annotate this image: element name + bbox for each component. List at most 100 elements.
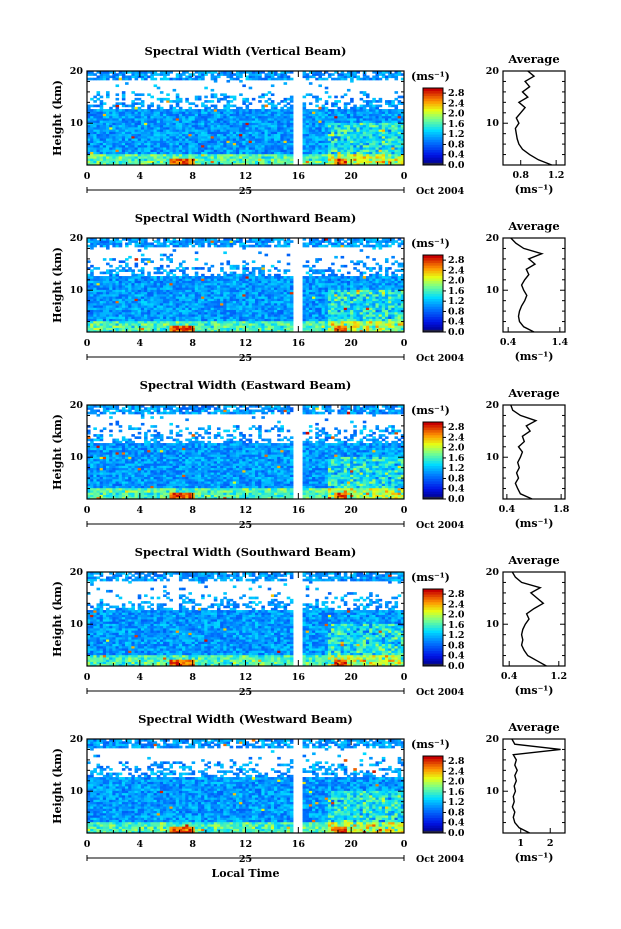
heatmap-cell <box>134 133 139 137</box>
heatmap-cell <box>153 84 158 88</box>
heatmap-cell <box>175 240 180 243</box>
heatmap-cell <box>245 111 250 114</box>
heatmap-cell <box>321 120 326 123</box>
heatmap-cell <box>223 158 227 161</box>
profile-title: Average <box>507 52 559 66</box>
heatmap-cell <box>194 118 199 121</box>
heatmap-cell <box>359 138 364 141</box>
heatmap-cell <box>87 323 91 326</box>
heatmap-cell <box>261 131 265 135</box>
heatmap-cell <box>213 147 218 150</box>
heatmap-cell <box>375 124 380 128</box>
heatmap-cell <box>87 135 91 139</box>
heatmap-cell <box>87 160 91 164</box>
heatmap-cell <box>102 109 107 112</box>
colorbar-swatch <box>423 141 443 145</box>
heatmap-cell <box>239 111 243 114</box>
heatmap-cell <box>258 156 262 159</box>
heatmap-cell <box>115 271 120 275</box>
heatmap-cell <box>172 138 177 141</box>
heatmap-cell <box>210 133 215 137</box>
heatmap-cell <box>232 156 237 159</box>
heatmap-cell <box>156 160 161 164</box>
heatmap-cell <box>159 271 164 275</box>
heatmap-cell <box>87 296 91 299</box>
heatmap-cell <box>337 100 341 103</box>
heatmap-cell <box>362 124 367 128</box>
heatmap-cell <box>147 115 151 119</box>
heatmap-cell <box>223 156 227 159</box>
heatmap-cell <box>163 131 167 135</box>
heatmap-cell <box>356 158 361 161</box>
heatmap-cell <box>337 149 341 152</box>
heatmap-cell <box>197 113 202 117</box>
heatmap-cell <box>147 142 151 146</box>
heatmap-cell <box>216 97 221 101</box>
heatmap-cell <box>248 149 253 152</box>
heatmap-cell <box>283 144 288 148</box>
heatmap-cell <box>169 100 173 103</box>
heatmap-cell <box>121 113 126 117</box>
heatmap-cell <box>381 71 386 74</box>
heatmap-cell <box>216 158 221 161</box>
heatmap-cell <box>397 149 402 152</box>
heatmap-cell <box>308 113 313 117</box>
heatmap-cell <box>185 109 189 112</box>
heatmap-cell <box>302 118 307 121</box>
heatmap-cell <box>220 126 224 130</box>
heatmap-cell <box>106 162 110 166</box>
heatmap-cell <box>112 156 116 159</box>
heatmap-cell <box>381 75 386 79</box>
heatmap-cell <box>93 131 97 135</box>
heatmap-cell <box>369 77 373 81</box>
heatmap-cell <box>213 111 218 114</box>
heatmap-cell <box>150 276 154 279</box>
heatmap-cell <box>334 71 338 74</box>
heatmap-cell <box>87 293 91 297</box>
heatmap-cell <box>102 276 107 279</box>
heatmap-cell <box>381 147 386 150</box>
heatmap-cell <box>327 118 332 121</box>
heatmap-cell <box>175 124 180 128</box>
heatmap-cell <box>267 75 272 79</box>
heatmap-cell <box>169 147 173 150</box>
heatmap-cell <box>118 138 123 141</box>
heatmap-cell <box>207 126 212 130</box>
heatmap-cell <box>121 120 126 123</box>
heatmap-cell <box>286 120 291 123</box>
heatmap-cell <box>305 129 310 132</box>
heatmap-cell <box>106 77 110 81</box>
heatmap-cell <box>226 79 231 83</box>
heatmap-cell <box>93 267 97 270</box>
heatmap-cell <box>144 153 148 157</box>
heatmap-cell <box>308 118 313 121</box>
heatmap-cell <box>169 106 173 110</box>
heatmap-cell <box>251 131 256 135</box>
heatmap-cell <box>261 160 265 164</box>
heatmap-cell <box>131 109 135 112</box>
heatmap-cell <box>128 156 132 159</box>
heatmap-cell <box>397 129 402 132</box>
heatmap-cell <box>235 273 240 277</box>
heatmap-cell <box>210 122 215 126</box>
heatmap-cell <box>169 126 173 130</box>
heatmap-cell <box>204 113 208 117</box>
heatmap-cell <box>109 142 113 146</box>
heatmap-cell <box>194 115 199 119</box>
heatmap-cell <box>302 124 307 128</box>
heatmap-cell <box>321 115 326 119</box>
heatmap-cell <box>289 106 294 110</box>
heatmap-cell <box>365 93 370 97</box>
heatmap-cell <box>359 162 364 166</box>
heatmap-cell <box>204 109 208 112</box>
heatmap-cell <box>235 149 240 152</box>
heatmap-cell <box>229 122 234 126</box>
heatmap-cell <box>134 118 139 121</box>
heatmap-cell <box>337 124 341 128</box>
heatmap-cell <box>267 120 272 123</box>
heatmap-cell <box>140 133 145 137</box>
heatmap-cell <box>194 271 199 275</box>
heatmap-cell <box>286 71 291 74</box>
heatmap-cell <box>159 149 164 152</box>
heatmap-cell <box>400 77 405 81</box>
